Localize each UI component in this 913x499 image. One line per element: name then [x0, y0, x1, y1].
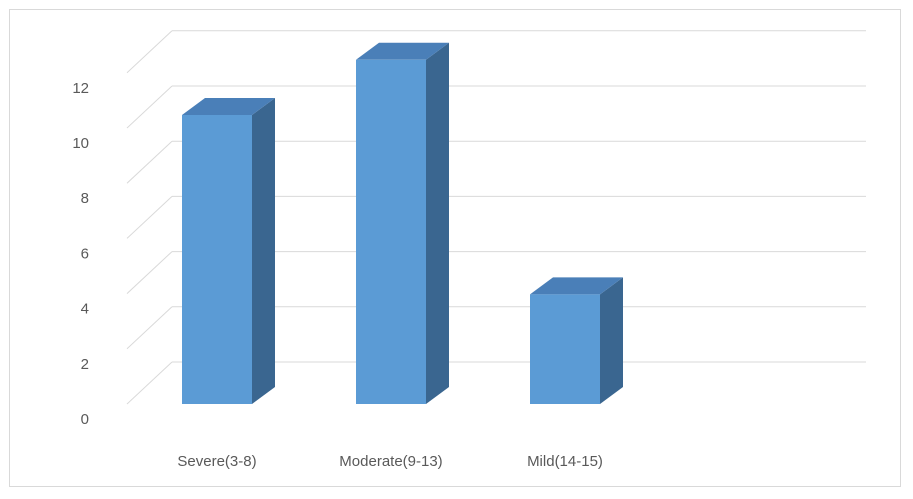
bar: [182, 115, 252, 404]
bar-side: [426, 42, 449, 405]
bar-side: [600, 277, 623, 404]
gridline-diagonal: [126, 196, 173, 239]
gridline-diagonal: [126, 251, 173, 294]
bar-top: [530, 277, 623, 295]
y-tick-label: 6: [81, 245, 89, 262]
bar-side: [252, 98, 275, 404]
x-tick-label: Severe(3-8): [177, 453, 256, 470]
bar: [530, 294, 600, 404]
chart-area: [9, 9, 901, 487]
bar-top: [182, 98, 275, 115]
gridline-diagonal: [126, 140, 173, 184]
gridline-diagonal: [126, 30, 173, 74]
gridline-diagonal: [126, 306, 173, 350]
y-tick-label: 8: [81, 190, 89, 207]
y-tick-label: 2: [81, 356, 89, 373]
gridline-diagonal: [126, 85, 173, 129]
y-tick-label: 0: [81, 411, 89, 428]
y-tick-label: 12: [72, 80, 89, 97]
gridline-diagonal: [126, 361, 173, 405]
y-tick-label: 10: [72, 135, 89, 152]
x-tick-label: Mild(14-15): [527, 453, 603, 470]
y-tick-label: 4: [81, 301, 89, 318]
bar: [356, 59, 426, 405]
bar-top: [356, 42, 449, 60]
x-tick-label: Moderate(9-13): [339, 453, 442, 470]
